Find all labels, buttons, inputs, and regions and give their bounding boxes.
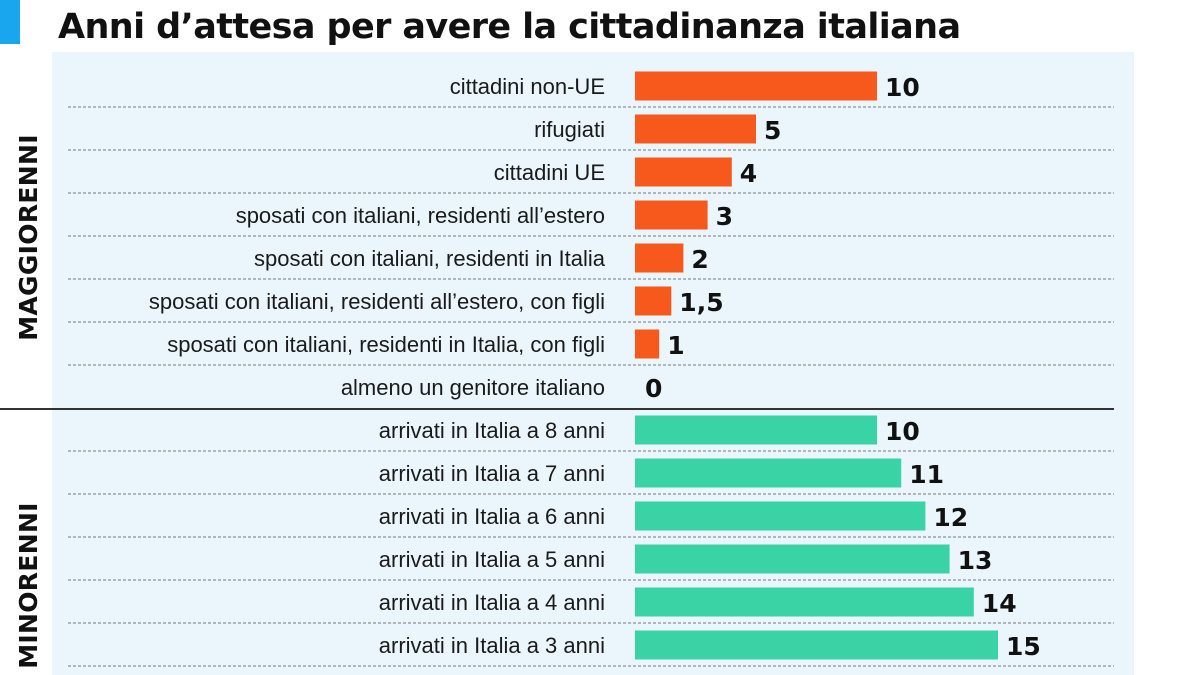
value-label: 11 xyxy=(909,460,944,489)
group-divider xyxy=(0,407,1114,410)
category-label: cittadini non-UE xyxy=(450,74,605,99)
category-label: rifugiati xyxy=(534,117,605,142)
bar xyxy=(635,587,974,617)
value-label: 10 xyxy=(885,417,920,446)
bar xyxy=(635,415,877,445)
bar xyxy=(635,630,998,660)
category-label: almeno un genitore italiano xyxy=(341,375,605,400)
category-label: arrivati in Italia a 3 anni xyxy=(379,633,605,658)
accent-bar xyxy=(0,0,20,44)
bar xyxy=(635,286,672,316)
category-label: sposati con italiani, residenti all’este… xyxy=(236,203,605,228)
category-label: arrivati in Italia a 6 anni xyxy=(379,504,605,529)
category-label: arrivati in Italia a 7 anni xyxy=(379,461,605,486)
value-label: 1,5 xyxy=(679,288,723,317)
bar xyxy=(635,200,708,230)
category-label: cittadini UE xyxy=(494,160,605,185)
value-label: 10 xyxy=(885,73,920,102)
bar xyxy=(635,114,756,144)
chart-title: Anni d’attesa per avere la cittadinanza … xyxy=(58,7,961,47)
value-label: 5 xyxy=(764,116,781,145)
value-label: 13 xyxy=(958,546,993,575)
value-label: 1 xyxy=(667,331,684,360)
bar xyxy=(635,71,877,101)
category-label: arrivati in Italia a 8 anni xyxy=(379,418,605,443)
bar xyxy=(635,458,902,488)
category-label: sposati con italiani, residenti all’este… xyxy=(149,289,605,314)
chart-panel xyxy=(52,52,1134,675)
bar xyxy=(635,157,732,187)
bar xyxy=(635,544,950,574)
category-label: arrivati in Italia a 5 anni xyxy=(379,547,605,572)
value-label: 3 xyxy=(716,202,733,231)
value-label: 14 xyxy=(982,589,1017,618)
category-label: arrivati in Italia a 4 anni xyxy=(379,590,605,615)
value-label: 12 xyxy=(933,503,968,532)
value-label: 2 xyxy=(691,245,708,274)
bar xyxy=(635,329,660,359)
category-label: sposati con italiani, residenti in Itali… xyxy=(254,246,606,271)
bar xyxy=(635,501,926,531)
value-label: 0 xyxy=(645,374,662,403)
bar xyxy=(635,243,684,273)
value-label: 15 xyxy=(1006,632,1041,661)
value-label: 4 xyxy=(740,159,757,188)
category-label: sposati con italiani, residenti in Itali… xyxy=(167,332,605,357)
